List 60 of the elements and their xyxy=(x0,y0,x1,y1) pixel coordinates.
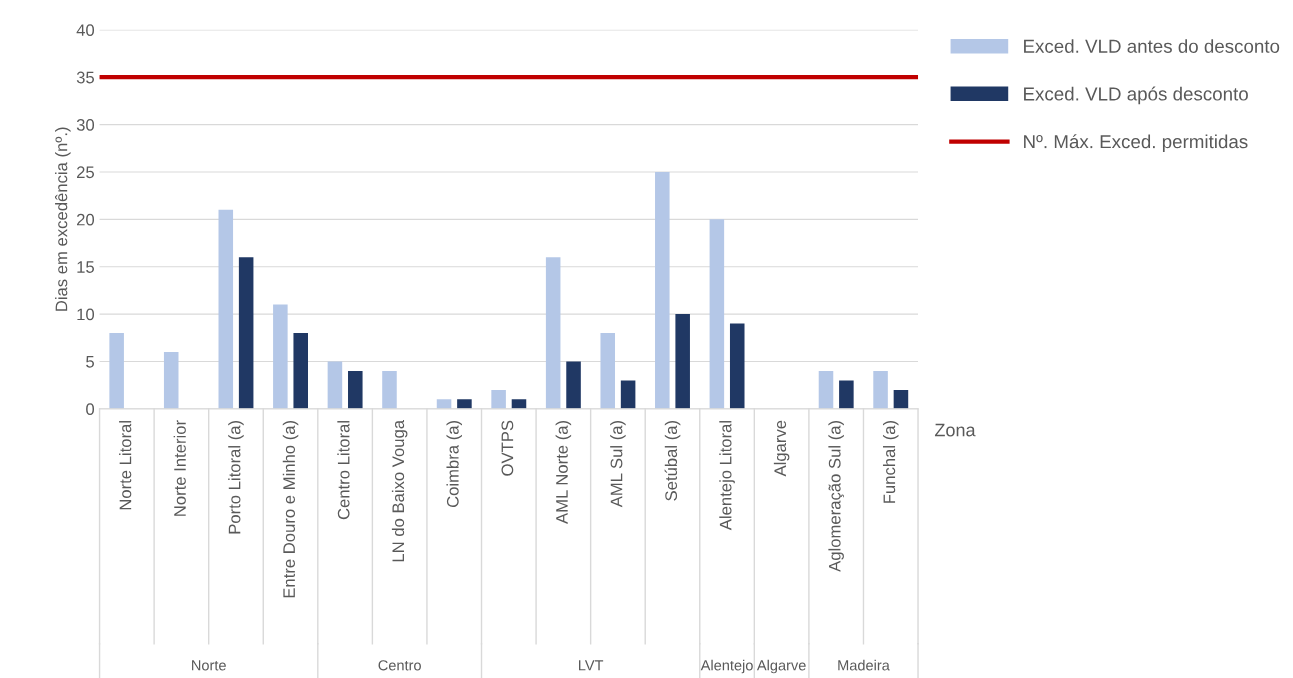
bar xyxy=(675,314,690,409)
x-tick-label: Centro Litoral xyxy=(337,421,350,520)
bar xyxy=(545,257,561,409)
y-tick-label: 25 xyxy=(77,166,94,179)
x-axis-title: Zona xyxy=(934,423,976,437)
bar xyxy=(839,380,854,409)
bar xyxy=(566,361,581,409)
bar xyxy=(457,399,472,409)
y-axis-title: Dias em excedência (nº.) xyxy=(55,127,71,311)
bar xyxy=(293,333,308,409)
bar xyxy=(348,370,363,409)
bar xyxy=(273,304,288,409)
text: Alentejo xyxy=(700,659,753,674)
y-tick-label: 0 xyxy=(86,403,95,416)
bar xyxy=(109,333,124,409)
text: Centro xyxy=(378,660,421,671)
x-tick-label: Coimbra (a) xyxy=(446,420,462,508)
x-tick-label: Alentejo Litoral xyxy=(719,421,735,531)
legend-label: Nº. Máx. Exced. permitidas xyxy=(1024,134,1248,152)
x-tick-label: Norte Interior xyxy=(173,420,186,516)
x-tick-label: Setúbal (a) xyxy=(664,420,681,501)
y-tick-label: 5 xyxy=(86,356,94,368)
bar xyxy=(436,399,452,409)
text: LVT xyxy=(579,660,604,671)
bar xyxy=(382,370,397,409)
x-tick-label: Funchal (a) xyxy=(882,420,899,503)
y-tick-label: 10 xyxy=(77,308,95,321)
bar xyxy=(600,333,616,409)
x-tick-label: Norte Litoral xyxy=(119,421,132,510)
bar xyxy=(491,389,506,409)
legend-label: Exced. VLD após desconto xyxy=(1024,86,1248,105)
x-tick-label: LN do Baixo Vouga xyxy=(391,419,408,562)
bar xyxy=(893,389,909,409)
x-tick-label: Porto Litoral (a) xyxy=(228,420,244,534)
x-tick-label: Algarve xyxy=(773,420,790,477)
y-tick-label: 40 xyxy=(76,24,95,37)
bar xyxy=(729,323,745,409)
bar xyxy=(709,219,725,409)
x-tick-label: Entre Douro e Minho (a) xyxy=(282,420,299,598)
legend-label: Exced. VLD antes do desconto xyxy=(1024,39,1280,53)
bar xyxy=(238,257,254,409)
bar xyxy=(655,171,670,409)
text: Madeira xyxy=(838,659,890,671)
bar xyxy=(327,361,343,409)
y-tick-label: 20 xyxy=(77,213,95,226)
bar xyxy=(818,370,834,409)
x-tick-label: OVTPS xyxy=(501,420,514,476)
y-tick-label: 35 xyxy=(76,71,94,84)
text: Algarve xyxy=(756,659,806,674)
bar xyxy=(620,380,636,409)
bar xyxy=(218,209,234,409)
bar xyxy=(511,399,527,409)
text: Norte xyxy=(192,660,226,671)
x-tick-label: AML Norte (a) xyxy=(555,420,572,524)
y-tick-label: 30 xyxy=(76,118,95,131)
bar xyxy=(873,370,888,409)
x-tick-label: AML Sul (a) xyxy=(610,420,626,508)
y-tick-label: 15 xyxy=(77,261,94,273)
x-tick-label: Aglomeração Sul (a) xyxy=(828,420,844,572)
bar xyxy=(163,351,179,409)
